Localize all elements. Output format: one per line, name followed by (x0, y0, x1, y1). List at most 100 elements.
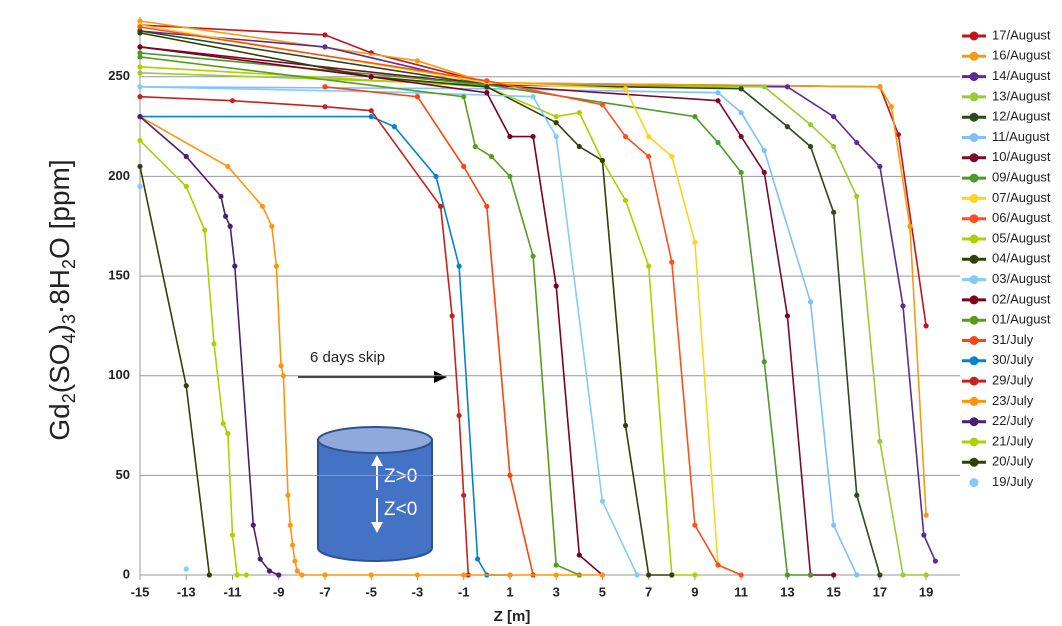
data-point (225, 163, 231, 170)
data-point (211, 341, 217, 347)
data-point (234, 572, 240, 578)
data-point (761, 84, 767, 90)
data-point (137, 24, 143, 30)
data-point (276, 572, 282, 578)
data-point (280, 373, 286, 379)
data-point (137, 114, 143, 120)
data-point (322, 44, 328, 50)
legend-label: 30/July (992, 352, 1034, 367)
data-point (137, 70, 143, 76)
series-line (139, 115, 603, 576)
data-point (206, 572, 212, 578)
series-line (139, 46, 603, 576)
data-point (923, 512, 929, 518)
legend-label: 07/August (992, 190, 1051, 205)
y-axis-label-part: 4 (59, 333, 79, 343)
y-axis-label-part: O [ppm] (44, 159, 75, 259)
data-point (622, 197, 629, 203)
data-point (877, 163, 883, 170)
data-point (322, 32, 328, 38)
series-line (139, 30, 937, 562)
legend-label: 19/July (992, 474, 1034, 489)
data-point (530, 253, 536, 259)
data-point (322, 572, 328, 578)
data-point (622, 86, 629, 92)
data-point (137, 50, 143, 56)
data-point (137, 163, 143, 170)
data-point (456, 263, 462, 269)
legend-marker (969, 396, 979, 406)
legend-item: 01/August (962, 312, 1051, 327)
data-point (456, 412, 462, 419)
data-point (488, 153, 495, 160)
series-line (324, 86, 534, 576)
data-point (222, 213, 229, 219)
legend-item: 10/August (962, 149, 1051, 164)
series-line (140, 115, 510, 576)
data-point (669, 259, 675, 265)
legend-marker (969, 356, 979, 366)
data-point (243, 572, 249, 578)
x-tick-label: -15 (131, 584, 150, 599)
legend-marker (969, 153, 979, 163)
data-point (692, 522, 698, 528)
data-point (831, 572, 837, 578)
legend-marker (969, 133, 979, 142)
x-tick-label: -11 (223, 584, 241, 599)
legend-marker (969, 275, 979, 285)
series-line (139, 46, 834, 576)
data-point (461, 94, 467, 100)
legend-label: 14/August (992, 68, 1051, 83)
data-point (202, 227, 208, 233)
data-point (576, 552, 582, 558)
legend-marker (969, 214, 979, 224)
data-point (715, 98, 721, 104)
legend-label: 11/August (992, 129, 1050, 144)
annotation: Z<0 (384, 499, 417, 520)
data-point (599, 102, 606, 108)
legend-item: 06/August (962, 210, 1051, 225)
series-line (139, 166, 211, 576)
legend-marker (969, 51, 979, 61)
legend-item: 02/August (962, 291, 1051, 306)
data-point (553, 562, 559, 568)
data-point (507, 572, 513, 578)
legend-marker (969, 234, 979, 244)
legend-item: 20/July (962, 454, 1034, 469)
data-point (784, 313, 790, 319)
legend-item: 16/August (962, 48, 1051, 63)
y-tick-label: 50 (116, 467, 130, 482)
annotation: Z>0 (384, 466, 417, 487)
data-point (895, 131, 901, 138)
y-tick-label: 250 (108, 68, 130, 83)
data-point (484, 203, 490, 209)
legend-item: 11/August (962, 129, 1050, 144)
x-axis-label: Z [m] (494, 608, 531, 625)
series-line (139, 24, 742, 576)
data-point (877, 572, 883, 578)
data-point (807, 143, 814, 150)
data-point (220, 420, 226, 427)
legend-label: 09/August (992, 170, 1051, 185)
y-axis-label-part: (SO (44, 343, 75, 393)
data-point (137, 54, 143, 60)
x-tick-label: 3 (553, 584, 560, 599)
legend-item: 21/July (962, 433, 1034, 448)
x-tick-label: -3 (412, 584, 424, 599)
data-point (484, 90, 490, 96)
data-point (692, 239, 698, 245)
data-point (507, 472, 513, 478)
data-point (576, 143, 582, 150)
data-point (669, 572, 675, 578)
legend-marker (969, 72, 979, 82)
data-point (888, 104, 895, 110)
data-point (907, 223, 913, 229)
data-point (507, 133, 513, 140)
legend-item: 09/August (962, 170, 1051, 185)
legend-item: 22/July (962, 413, 1034, 428)
legend-marker (969, 437, 979, 447)
data-point (183, 383, 189, 389)
x-tick-label: 5 (599, 584, 606, 599)
data-point (530, 94, 536, 100)
